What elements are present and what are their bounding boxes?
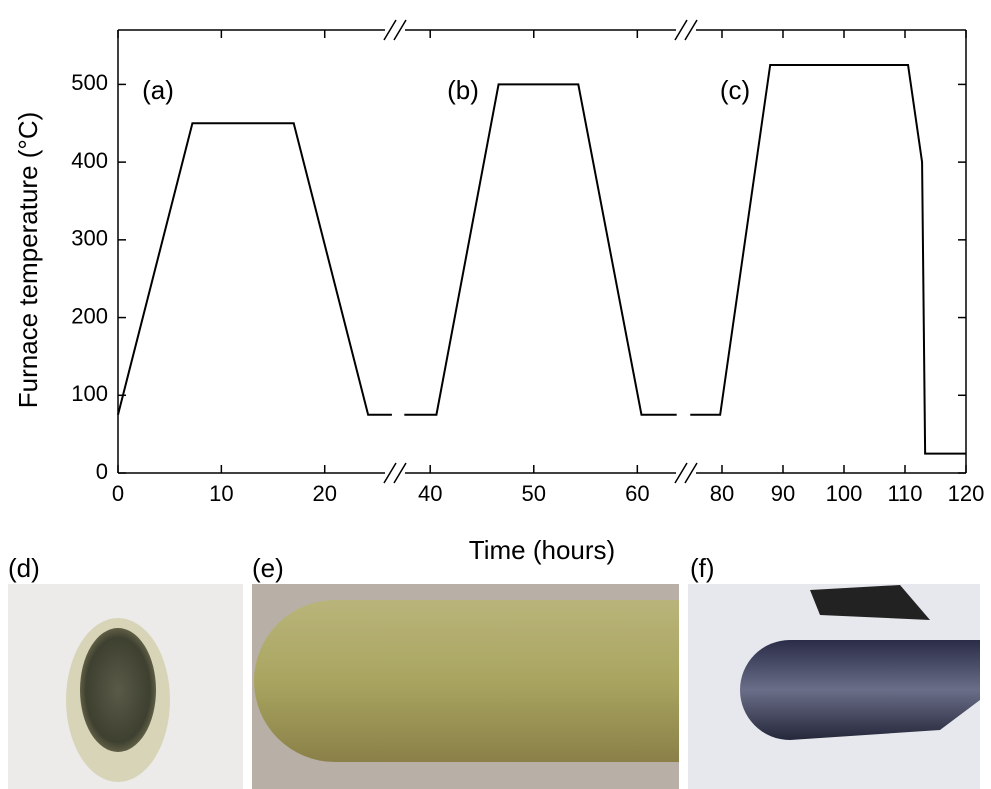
x-tick-label: 80 (710, 481, 734, 506)
panel-label: (c) (720, 75, 750, 105)
figure: Furnace temperature (°C) Time (hours) (d… (0, 0, 991, 789)
axis-break (685, 20, 697, 40)
temperature-line (690, 65, 966, 454)
y-tick-label: 300 (71, 226, 108, 251)
axis-break (675, 20, 687, 40)
x-tick-label: 110 (887, 481, 922, 506)
photo-d (8, 584, 243, 789)
panel-label: (a) (142, 75, 174, 105)
axis-break (394, 20, 406, 40)
x-tick-label: 60 (625, 481, 649, 506)
y-tick-label: 500 (71, 70, 108, 95)
axis-break (384, 463, 396, 483)
x-tick-label: 20 (312, 481, 336, 506)
axis-break (394, 463, 406, 483)
temperature-line (118, 123, 392, 414)
x-tick-label: 50 (522, 481, 546, 506)
temperature-line (404, 84, 676, 414)
x-tick-label: 10 (209, 481, 233, 506)
axis-break (384, 20, 396, 40)
photo-e (252, 584, 679, 789)
photo-label: (d) (8, 553, 40, 583)
photo-label: (f) (690, 553, 715, 583)
y-tick-label: 200 (71, 303, 108, 328)
y-axis-label: Furnace temperature (°C) (13, 112, 43, 409)
y-tick-label: 400 (71, 148, 108, 173)
y-tick-label: 0 (96, 459, 108, 484)
axis-break (675, 463, 687, 483)
photo-f (688, 584, 980, 789)
y-tick-label: 100 (71, 381, 108, 406)
x-axis-label: Time (hours) (469, 535, 615, 565)
x-tick-label: 0 (112, 481, 124, 506)
x-tick-label: 40 (418, 481, 442, 506)
x-tick-label: 120 (948, 481, 985, 506)
photo-label: (e) (252, 553, 284, 583)
x-tick-label: 100 (826, 481, 863, 506)
axis-break (685, 463, 697, 483)
panel-label: (b) (447, 75, 479, 105)
x-tick-label: 90 (771, 481, 795, 506)
